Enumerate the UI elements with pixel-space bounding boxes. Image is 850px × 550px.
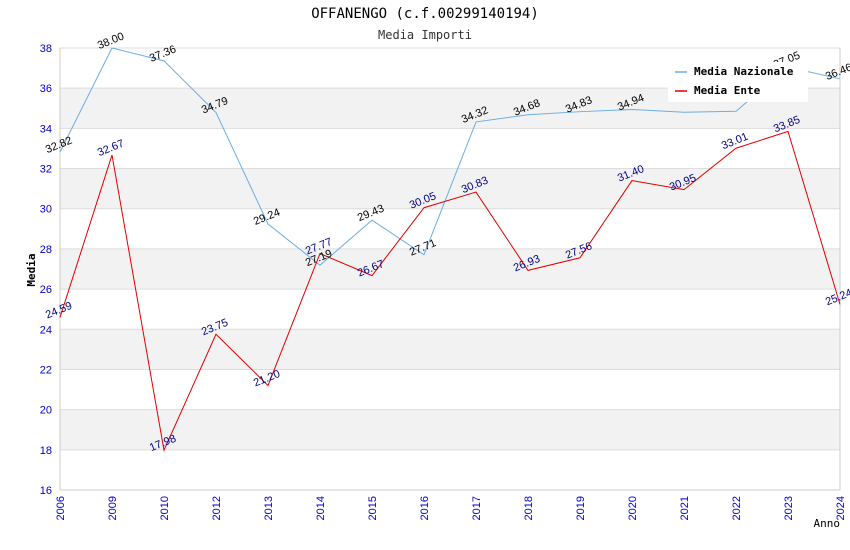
- plot-band: [60, 409, 840, 450]
- x-axis-ticks: 2006 2009 2010 2012 2013 2014 2015 2016 2017 2018…: [55, 496, 847, 520]
- x-tick-label: 2023: [783, 496, 795, 520]
- series-line-media-nazionale: [59, 47, 841, 266]
- y-tick-label: 30: [40, 204, 52, 216]
- plot-band: [60, 248, 840, 290]
- x-tick-label: 2010: [159, 496, 171, 520]
- legend-box: [668, 62, 808, 102]
- series-lines: [59, 47, 841, 452]
- y-axis-label: Media: [25, 253, 38, 286]
- x-tick-label: 2018: [523, 496, 535, 520]
- x-tick-label: 2015: [367, 496, 379, 520]
- y-tick-label: 26: [40, 284, 52, 296]
- x-tick-label: 2013: [263, 496, 275, 520]
- y-tick-label: 16: [40, 485, 52, 497]
- y-tick-label: 32: [40, 164, 52, 176]
- y-tick-label: 22: [40, 364, 52, 376]
- data-label: 25.24: [824, 287, 850, 308]
- gridlines: [59, 47, 841, 491]
- x-tick-label: 2019: [575, 496, 587, 520]
- y-tick-label: 34: [40, 123, 52, 135]
- x-tick-label: 2009: [107, 496, 119, 520]
- x-tick-label: 2006: [55, 496, 67, 520]
- y-tick-label: 38: [40, 43, 52, 55]
- chart-subtitle: Media Importi: [378, 28, 472, 42]
- x-tick-label: 2022: [731, 496, 743, 520]
- legend-label-media-nazionale: Media Nazionale: [694, 65, 794, 78]
- data-label: 37.36: [148, 43, 178, 64]
- y-axis-ticks: 16 18 20 22 24 26 28 30 32 34 36 38: [40, 43, 52, 497]
- chart-title: OFFANENGO (c.f.00299140194): [311, 6, 539, 22]
- plot-band: [60, 329, 840, 370]
- data-label: 24.59: [44, 300, 74, 321]
- y-tick-label: 36: [40, 83, 52, 95]
- legend: Media Nazionale Media Ente: [668, 62, 808, 102]
- x-axis-label: Anno: [814, 517, 841, 530]
- data-label: 32.67: [96, 138, 126, 159]
- data-label: 32.82: [44, 135, 74, 156]
- data-label: 38.00: [96, 30, 126, 51]
- data-label: 29.24: [252, 206, 282, 227]
- y-tick-label: 28: [40, 244, 52, 256]
- x-tick-label: 2012: [211, 496, 223, 520]
- y-tick-label: 24: [40, 324, 52, 336]
- data-label: 36.46: [824, 61, 850, 82]
- x-tick-label: 2020: [627, 496, 639, 520]
- series-line-media-ente: [59, 130, 841, 452]
- x-tick-label: 2016: [419, 496, 431, 520]
- x-tick-label: 2021: [679, 496, 691, 520]
- y-tick-label: 18: [40, 445, 52, 457]
- plot-bands: [60, 88, 840, 450]
- y-tick-label: 20: [40, 405, 52, 417]
- legend-label-media-ente: Media Ente: [694, 84, 761, 97]
- data-label: 21.20: [252, 368, 282, 389]
- x-tick-label: 2017: [471, 496, 483, 520]
- x-tick-label: 2014: [315, 496, 327, 520]
- x-tick-label: 2024: [835, 496, 847, 520]
